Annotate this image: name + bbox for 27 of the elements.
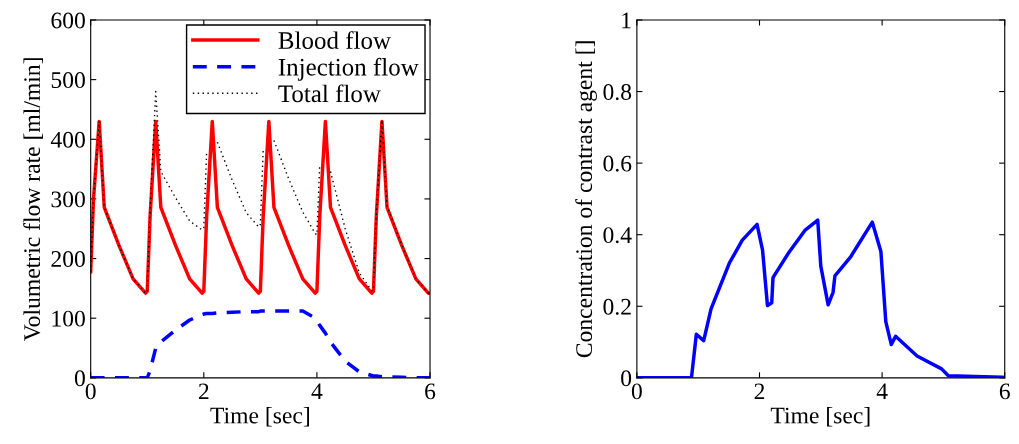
y-tick-label: 300 [51,191,85,208]
x-tick-label: 4 [311,383,323,400]
x-tick-label: 2 [198,383,209,400]
y-axis-title: Concentration of contrast agent [] [575,41,597,358]
x-axis-title: Time [sec] [770,406,870,427]
y-tick-label: 0 [621,370,632,387]
y-axis-title: Volumetric flow rate [ml/min] [23,58,43,342]
y-tick-label: 0.8 [603,84,632,101]
legend-label: Blood flow [278,31,391,49]
y-tick-label: 500 [51,72,85,89]
y-tick-label: 200 [51,251,85,267]
y-tick-label: 100 [52,310,85,327]
x-tick-label: 2 [754,383,765,400]
x-tick-label: 0 [85,383,96,400]
y-tick-label: 0.6 [603,155,632,172]
legend-label: Total flow [278,84,381,103]
y-tick-label: 400 [50,131,85,148]
x-tick-label: 4 [876,383,888,400]
y-tick-label: 0 [74,370,85,387]
y-tick-label: 1 [622,12,631,29]
y-tick-label: 600 [51,12,85,29]
x-tick-label: 6 [425,383,436,400]
x-tick-label: 6 [999,383,1010,400]
legend-label: Injection flow [278,57,419,81]
y-tick-label: 0.4 [603,227,632,244]
y-tick-label: 0.2 [603,298,631,315]
x-axis-title: Time [sec] [210,406,309,427]
